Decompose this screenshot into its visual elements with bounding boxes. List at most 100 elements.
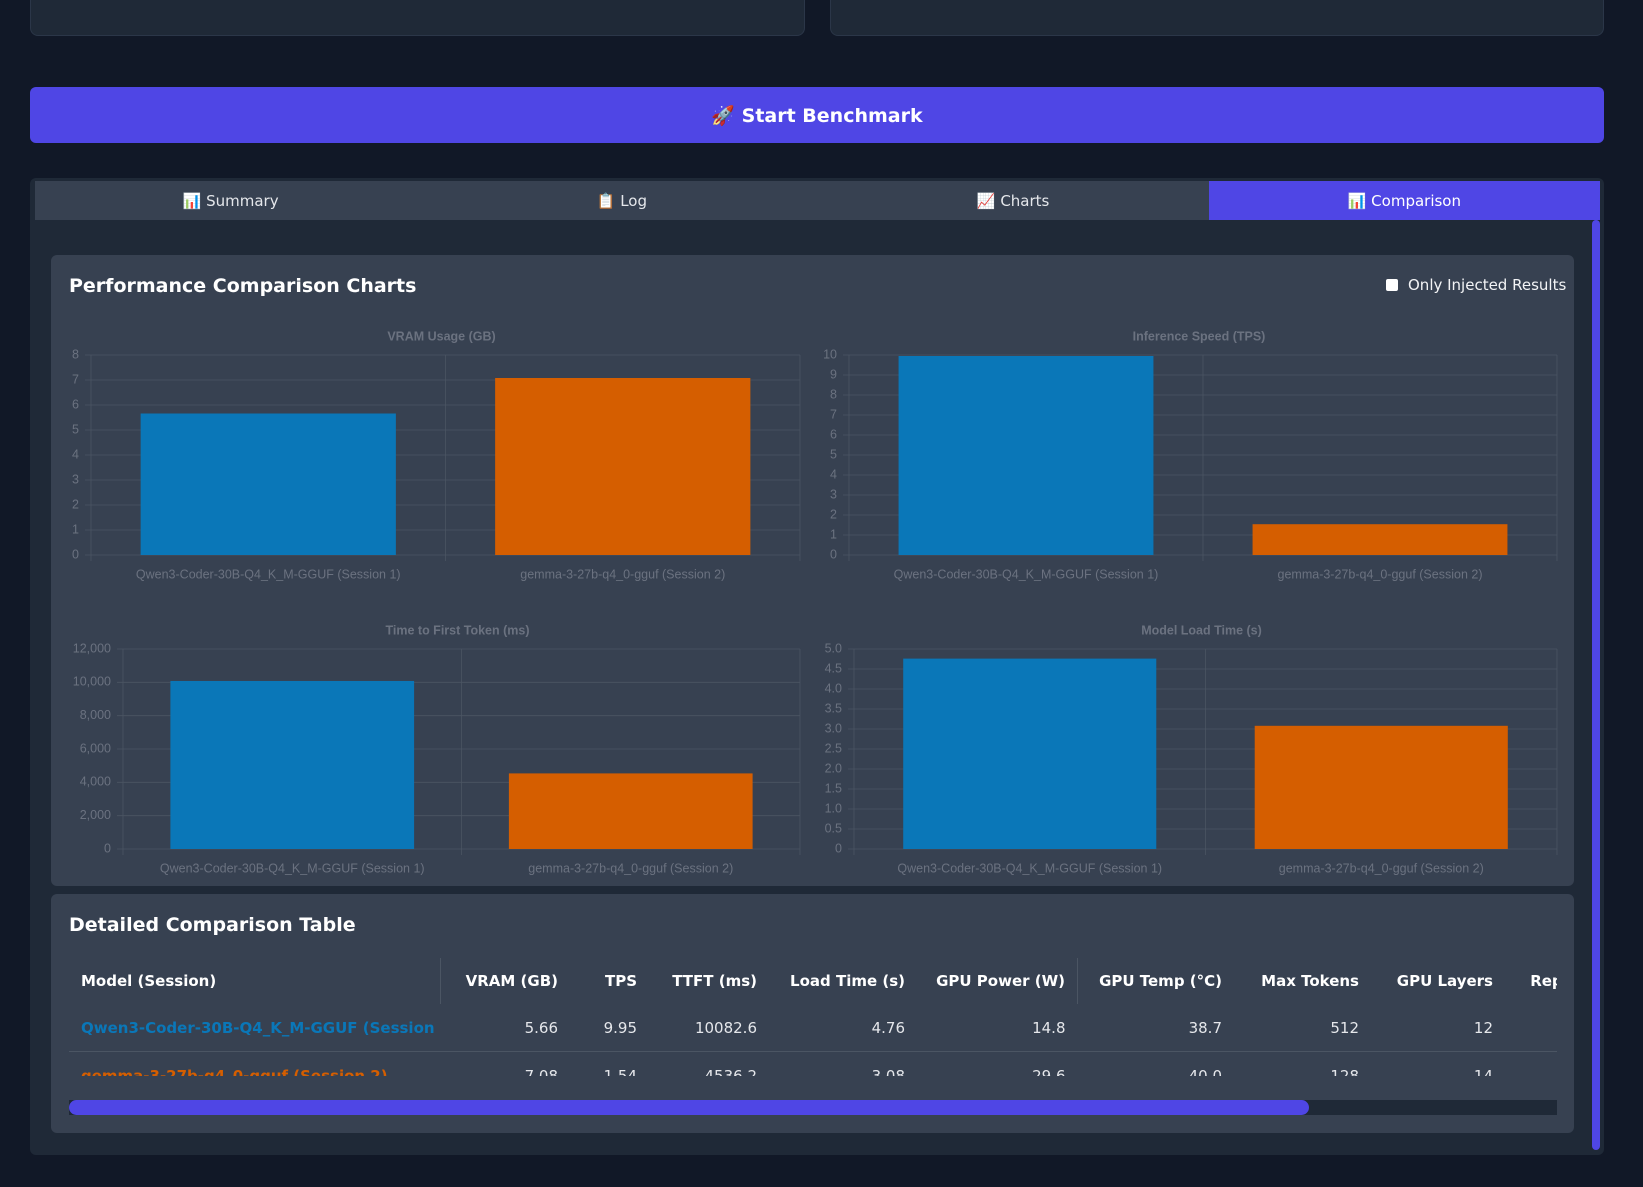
y-tick-label: 10 [823, 347, 837, 361]
y-tick-label: 0 [830, 547, 837, 561]
y-tick-label: 0 [104, 841, 111, 855]
column-header: Max Tokens [1261, 972, 1359, 990]
tab-bar: 📊 Summary 📋 Log 📈 Charts 📊 Comparison [35, 181, 1600, 220]
table-cell: 29.6 [1032, 1066, 1066, 1077]
chart-title: Inference Speed (TPS) [1133, 329, 1266, 343]
y-tick-label: 3.0 [825, 721, 842, 735]
column-header: TPS [604, 972, 637, 990]
y-tick-label: 0 [72, 547, 79, 561]
y-tick-label: 1.0 [825, 801, 842, 815]
column-header: Load Time (s) [790, 972, 905, 990]
charts: VRAM Usage (GB) 0 1 2 3 4 5 6 7 8 Qwen3-Coder-30B-… [72, 329, 1558, 875]
table-cell: 1.54 [603, 1066, 637, 1077]
table-cell: 4.76 [769, 1004, 917, 1052]
bar [170, 680, 415, 849]
tab[interactable]: 📊 Summary [35, 181, 427, 220]
bar [508, 773, 753, 849]
column-header: GPU Layers [1396, 972, 1493, 990]
table-cell: 512 [1234, 1004, 1371, 1052]
column-header: VRAM (GB) [465, 972, 558, 990]
checkbox-option[interactable]: Only Injected Results [1386, 276, 1566, 294]
table-body: Qwen3-Coder-30B-Q4_K_M-GGUF (Session 1) 5… [69, 1004, 1557, 1076]
table-cell: 128 [1330, 1066, 1359, 1077]
table-cell: 7.08 [524, 1066, 558, 1077]
tab[interactable]: 📈 Charts [817, 181, 1209, 220]
start-benchmark-button[interactable]: 🚀 Start Benchmark [30, 87, 1604, 143]
bar [1254, 725, 1508, 849]
x-tick-label: Qwen3-Coder-30B-Q4_K_M-GGUF (Session 1) [897, 861, 1162, 875]
top-card [830, 0, 1604, 36]
y-tick-label: 10,000 [73, 675, 111, 689]
y-tick-label: 8 [830, 387, 837, 401]
column-header: GPU Power (W) [917, 958, 1078, 1004]
x-tick-label: gemma-3-27b-q4_0-gguf (Session 2) [1278, 567, 1483, 581]
y-tick-label: 4 [72, 447, 79, 461]
y-tick-label: 3.5 [825, 701, 842, 715]
y-tick-label: 7 [830, 407, 837, 421]
y-tick-label: 4,000 [80, 775, 111, 789]
y-tick-label: 8 [72, 347, 79, 361]
y-tick-label: 5 [830, 447, 837, 461]
table-cell: 9.95 [570, 1004, 649, 1052]
table-cell: 4536.2 [704, 1066, 758, 1077]
header-row: Model (Session) VRAM (GB) TPS TTFT (ms) Load… [69, 958, 1557, 1004]
column-header: TTFT (ms) [672, 972, 757, 990]
y-tick-label: 5.0 [825, 641, 842, 655]
top-card [30, 0, 805, 36]
scrollbar[interactable] [1592, 220, 1600, 1150]
y-tick-label: 6 [72, 397, 79, 411]
y-tick-label: 2 [72, 497, 79, 511]
model-name: gemma-3-27b-q4_0-gguf (Session 2) [81, 1066, 388, 1077]
tab[interactable]: 📊 Comparison [1208, 181, 1600, 220]
y-tick-label: 4 [830, 467, 837, 481]
y-tick-label: 0 [835, 841, 842, 855]
y-tick-label: 3 [72, 472, 79, 486]
table-row: gemma-3-27b-q4_0-gguf (Session 2) 7.08 1.5… [69, 1052, 1557, 1077]
column-header: GPU Temp (°C) [1099, 972, 1222, 990]
y-tick-label: 2.5 [825, 741, 842, 755]
section-title: Performance Comparison Charts [69, 275, 417, 297]
y-tick-label: 3 [830, 487, 837, 501]
scroll-thumb[interactable] [69, 1100, 1309, 1115]
tab[interactable]: 📋 Log [426, 181, 818, 220]
section-title: Detailed Comparison Table [69, 914, 356, 936]
table-cell: 14.8 [917, 1004, 1078, 1052]
y-tick-label: 6 [830, 427, 837, 441]
column-header: Repeat Limit [1530, 972, 1557, 990]
bar [903, 658, 1157, 849]
table-cell: 38.7 [1077, 1004, 1234, 1052]
y-tick-label: 2 [830, 507, 837, 521]
table-cell: 40.0 [1188, 1066, 1222, 1077]
y-tick-label: 7 [72, 372, 79, 386]
y-tick-label: 2.0 [825, 761, 842, 775]
bar [495, 378, 751, 555]
y-tick-label: 1 [830, 527, 837, 541]
model-name: Qwen3-Coder-30B-Q4_K_M-GGUF (Session 1) [69, 1004, 441, 1052]
x-tick-label: gemma-3-27b-q4_0-gguf (Session 2) [1279, 861, 1484, 875]
y-tick-label: 1.5 [825, 781, 842, 795]
chart-title: VRAM Usage (GB) [387, 329, 495, 343]
table-cell: 5.66 [440, 1004, 570, 1052]
x-tick-label: gemma-3-27b-q4_0-gguf (Session 2) [520, 567, 725, 581]
x-tick-label: Qwen3-Coder-30B-Q4_K_M-GGUF (Session 1) [894, 567, 1159, 581]
table-cell: 12 [1371, 1004, 1505, 1052]
y-tick-label: 5 [72, 422, 79, 436]
y-tick-label: 12,000 [73, 641, 111, 655]
chart-title: Time to First Token (ms) [385, 623, 529, 637]
checkbox[interactable] [1386, 279, 1398, 291]
bar [898, 356, 1154, 555]
x-tick-label: Qwen3-Coder-30B-Q4_K_M-GGUF (Session 1) [160, 861, 425, 875]
table-scroll: Model (Session) VRAM (GB) TPS TTFT (ms) Load… [69, 958, 1557, 1076]
y-tick-label: 2,000 [80, 808, 111, 822]
y-tick-label: 4.5 [825, 661, 842, 675]
y-tick-label: 0.5 [825, 821, 842, 835]
column-header: Model (Session) [69, 958, 441, 1004]
x-tick-label: Qwen3-Coder-30B-Q4_K_M-GGUF (Session 1) [136, 567, 401, 581]
y-tick-label: 9 [830, 367, 837, 381]
y-tick-label: 6,000 [80, 741, 111, 755]
table-cell: 5 [1505, 1004, 1557, 1052]
table-cell: 10082.6 [649, 1004, 769, 1052]
table-cell: 3.08 [871, 1066, 905, 1077]
comparison-table: Model (Session) VRAM (GB) TPS TTFT (ms) Load… [69, 958, 1557, 1076]
y-tick-label: 4.0 [825, 681, 842, 695]
